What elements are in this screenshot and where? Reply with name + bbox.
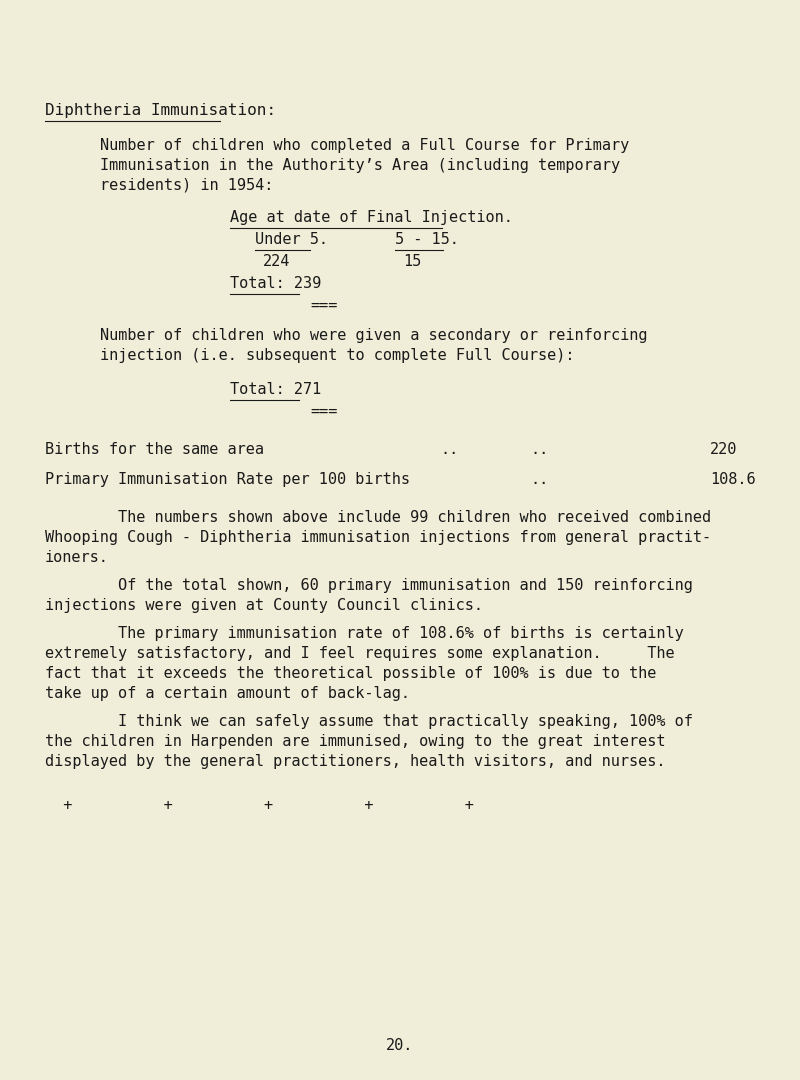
Text: displayed by the general practitioners, health visitors, and nurses.: displayed by the general practitioners, …	[45, 754, 666, 769]
Text: Primary Immunisation Rate per 100 births: Primary Immunisation Rate per 100 births	[45, 472, 410, 487]
Text: Births for the same area: Births for the same area	[45, 442, 264, 457]
Text: take up of a certain amount of back-lag.: take up of a certain amount of back-lag.	[45, 686, 410, 701]
Text: Whooping Cough - Diphtheria immunisation injections from general practit-: Whooping Cough - Diphtheria immunisation…	[45, 530, 711, 545]
Text: injection (i.e. subsequent to complete Full Course):: injection (i.e. subsequent to complete F…	[100, 348, 574, 363]
Text: Number of children who completed a Full Course for Primary: Number of children who completed a Full …	[100, 138, 630, 153]
Text: fact that it exceeds the theoretical possible of 100% is due to the: fact that it exceeds the theoretical pos…	[45, 666, 656, 681]
Text: 15: 15	[403, 254, 422, 269]
Text: Of the total shown, 60 primary immunisation and 150 reinforcing: Of the total shown, 60 primary immunisat…	[45, 578, 693, 593]
Text: 224: 224	[263, 254, 290, 269]
Text: Total: 271: Total: 271	[230, 382, 322, 397]
Text: 220: 220	[710, 442, 738, 457]
Text: residents) in 1954:: residents) in 1954:	[100, 178, 274, 193]
Text: Diphtheria Immunisation:: Diphtheria Immunisation:	[45, 103, 276, 118]
Text: ===: ===	[310, 404, 338, 419]
Text: 108.6: 108.6	[710, 472, 756, 487]
Text: 5 - 15.: 5 - 15.	[395, 232, 459, 247]
Text: Under 5.: Under 5.	[255, 232, 328, 247]
Text: Age at date of Final Injection.: Age at date of Final Injection.	[230, 210, 513, 225]
Text: the children in Harpenden are immunised, owing to the great interest: the children in Harpenden are immunised,…	[45, 734, 666, 750]
Text: Number of children who were given a secondary or reinforcing: Number of children who were given a seco…	[100, 328, 647, 343]
Text: extremely satisfactory, and I feel requires some explanation.     The: extremely satisfactory, and I feel requi…	[45, 646, 674, 661]
Text: ..: ..	[530, 472, 548, 487]
Text: Immunisation in the Authority’s Area (including temporary: Immunisation in the Authority’s Area (in…	[100, 158, 620, 173]
Text: I think we can safely assume that practically speaking, 100% of: I think we can safely assume that practi…	[45, 714, 693, 729]
Text: +          +          +          +          +: + + + + +	[45, 798, 474, 813]
Text: The numbers shown above include 99 children who received combined: The numbers shown above include 99 child…	[45, 510, 711, 525]
Text: 20.: 20.	[386, 1038, 414, 1053]
Text: Total: 239: Total: 239	[230, 276, 322, 291]
Text: ..: ..	[440, 442, 458, 457]
Text: ioners.: ioners.	[45, 550, 109, 565]
Text: ..: ..	[530, 442, 548, 457]
Text: injections were given at County Council clinics.: injections were given at County Council …	[45, 598, 483, 613]
Text: The primary immunisation rate of 108.6% of births is certainly: The primary immunisation rate of 108.6% …	[45, 626, 684, 642]
Text: ===: ===	[310, 298, 338, 313]
